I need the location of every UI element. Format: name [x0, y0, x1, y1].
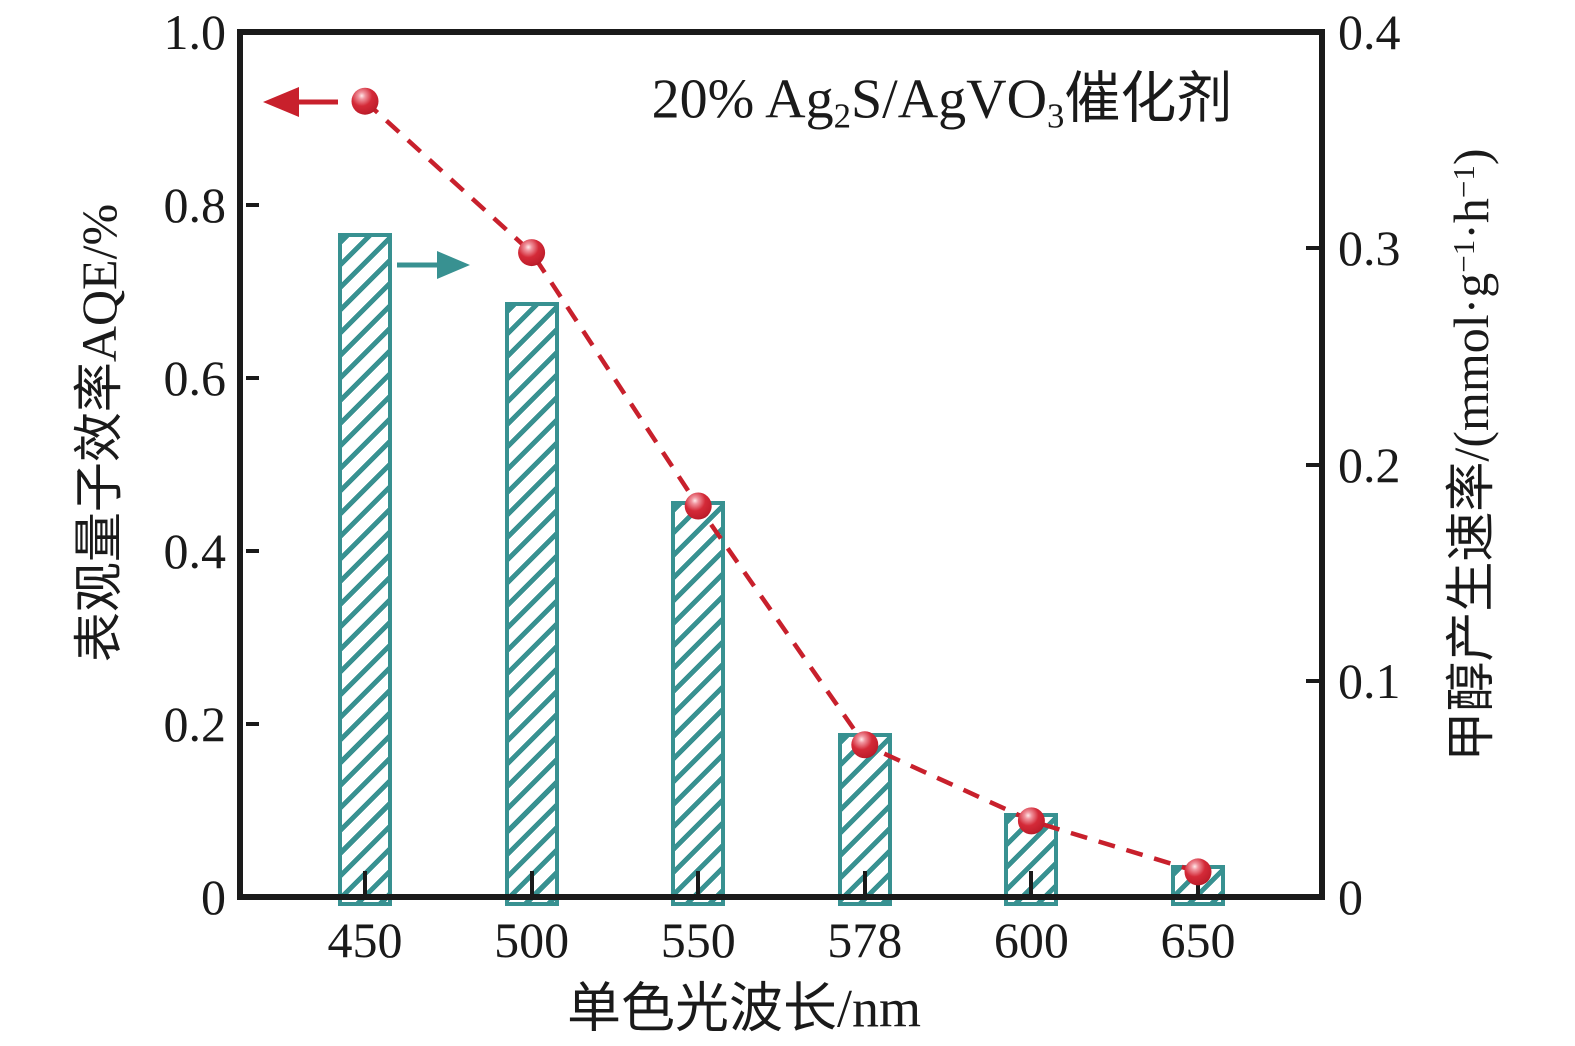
x-axis-label: 单色光波长/nm: [566, 978, 922, 1039]
title-text: S/AgVO: [850, 68, 1048, 131]
left-tick-label: 0: [201, 869, 226, 925]
chart-title: 20% Ag2S/AgVO3催化剂: [652, 54, 1233, 137]
right-axis-tick: [1306, 678, 1319, 683]
left-tick-label: 0.6: [163, 350, 227, 406]
right-tick-label: 0.3: [1338, 220, 1401, 277]
right-tick-label: 0.1: [1338, 652, 1401, 709]
title-text: 20% Ag: [651, 68, 834, 131]
x-tick-label: 578: [827, 912, 903, 968]
x-tick-label: 500: [494, 912, 570, 968]
right-axis-tick: [1306, 462, 1319, 467]
left-axis-tick: [246, 203, 259, 207]
x-axis-tick: [1029, 871, 1034, 894]
left-tick-label: 0.4: [163, 523, 227, 579]
right-axis-tick: [1306, 246, 1319, 251]
x-tick-label: 650: [1160, 912, 1236, 968]
x-axis-tick: [696, 871, 701, 894]
x-axis-tick: [1196, 871, 1200, 894]
plot-area: [237, 29, 1325, 900]
x-tick-label: 450: [327, 912, 403, 968]
x-axis-tick: [862, 871, 867, 894]
left-axis-tick: [246, 549, 259, 553]
x-tick-label: 550: [660, 912, 736, 968]
title-subscript: 3: [1047, 96, 1065, 136]
right-axis-label: 甲醇产生速率/(mmol·g−1·h−1): [1443, 148, 1499, 762]
left-tick-label: 0.8: [163, 177, 227, 233]
x-tick-label: 600: [993, 912, 1069, 968]
right-tick-label: 0.2: [1338, 436, 1401, 493]
x-axis-tick: [529, 871, 534, 894]
left-axis-tick: [246, 722, 259, 726]
right-tick-label: 0.4: [1338, 4, 1401, 60]
title-subscript: 2: [833, 96, 851, 136]
x-axis-tick: [363, 871, 367, 894]
right-tick-label: 0: [1338, 869, 1363, 925]
left-axis-tick: [246, 376, 259, 380]
left-axis-label: 表观量子效率AQE/%: [71, 203, 127, 663]
left-tick-label: 1.0: [163, 4, 227, 60]
title-text: 催化剂: [1064, 68, 1233, 131]
left-tick-label: 0.2: [163, 696, 227, 752]
